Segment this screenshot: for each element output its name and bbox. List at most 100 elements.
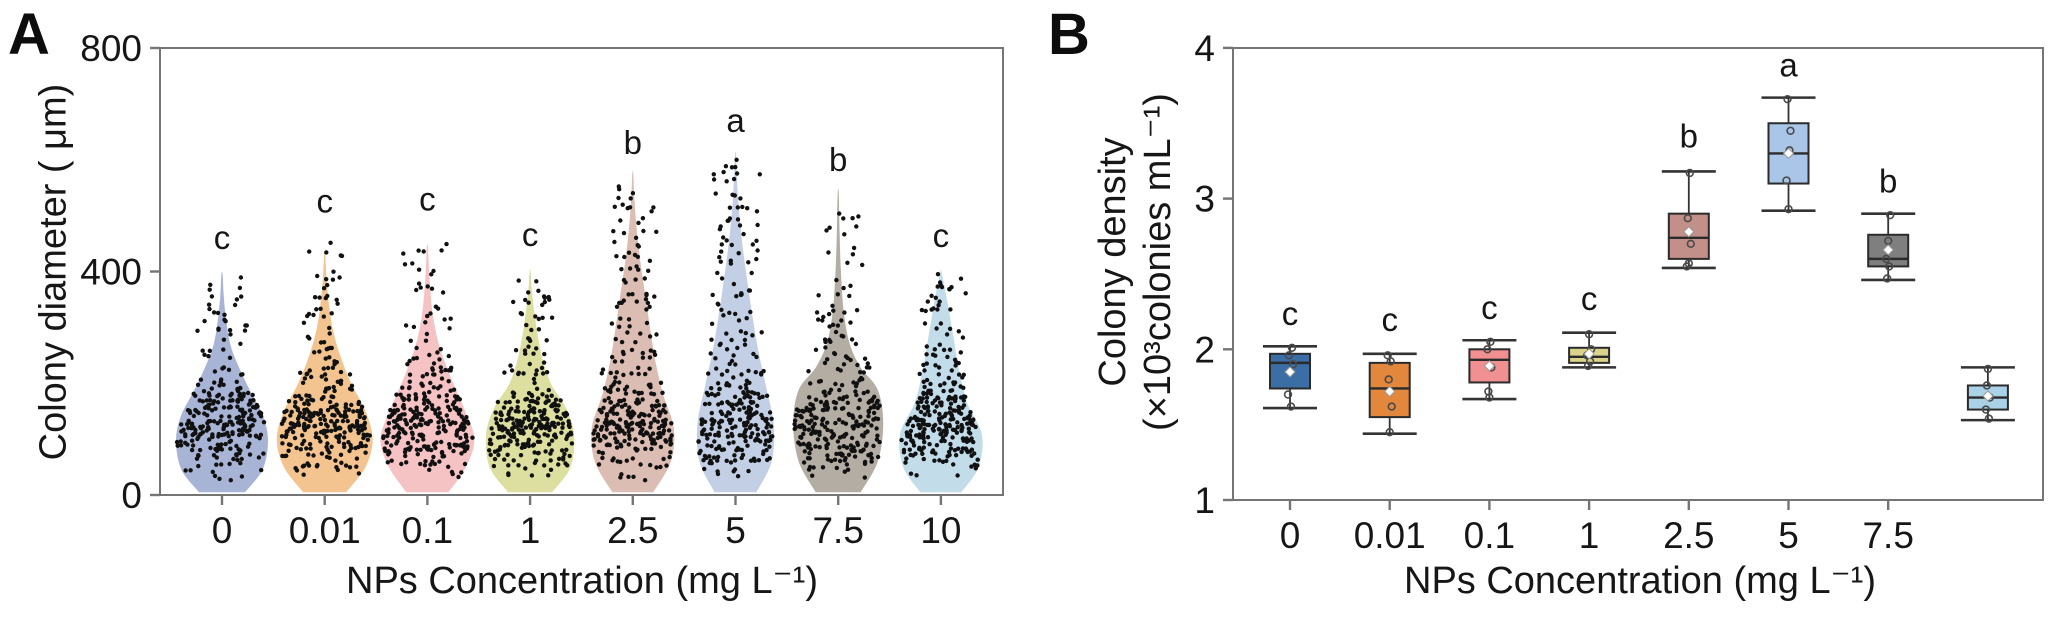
data-point [190, 443, 196, 448]
data-point [526, 300, 531, 305]
data-point [286, 448, 291, 453]
data-point [341, 441, 347, 447]
data-point [612, 204, 617, 209]
data-point [734, 294, 739, 299]
data-point [307, 393, 312, 399]
data-point [280, 441, 285, 446]
data-point [843, 421, 849, 426]
data-point [549, 315, 555, 320]
data-point [709, 321, 715, 326]
data-point [410, 436, 416, 441]
box-data-point [1384, 375, 1393, 384]
data-point [801, 441, 806, 447]
data-point [216, 434, 221, 439]
data-point [355, 408, 360, 414]
data-point [635, 397, 640, 402]
data-point [908, 471, 914, 476]
data-point [719, 249, 724, 254]
panel-b-x-tick-label: 7.5 [1862, 515, 1913, 556]
box-data-point [1583, 361, 1593, 371]
data-point [312, 424, 317, 429]
data-point [185, 408, 191, 413]
data-point [436, 425, 441, 430]
data-point [324, 250, 329, 255]
data-point [516, 278, 521, 283]
data-point [439, 376, 445, 381]
data-point [419, 416, 424, 422]
data-point [404, 420, 409, 426]
box-0.1 [1462, 337, 1517, 402]
data-point [849, 448, 855, 454]
data-point [614, 304, 620, 309]
data-point [212, 369, 218, 374]
data-point [564, 436, 569, 442]
data-point [934, 326, 939, 331]
data-point [528, 399, 533, 404]
panel-b-y-axis-title-line1: Colony density [1092, 137, 1135, 387]
data-point [412, 414, 417, 420]
data-point [844, 445, 850, 450]
data-point [464, 446, 470, 451]
data-point [700, 429, 705, 435]
data-point [198, 377, 204, 382]
data-point [327, 325, 332, 331]
data-point [953, 408, 958, 413]
data-point [647, 366, 652, 371]
data-point [602, 386, 608, 391]
data-point [323, 377, 329, 382]
data-point [208, 445, 213, 451]
data-point [329, 345, 334, 351]
data-point [726, 441, 732, 446]
data-point [532, 450, 537, 455]
data-point [545, 417, 550, 422]
data-point [747, 416, 752, 421]
data-point [448, 316, 453, 321]
data-point [741, 231, 746, 237]
data-point [215, 394, 220, 399]
data-point [849, 435, 855, 441]
data-point [414, 355, 419, 361]
data-point [813, 429, 819, 434]
data-point [856, 405, 861, 411]
data-point [921, 430, 926, 435]
data-point [564, 412, 570, 417]
data-point [865, 361, 870, 366]
data-point [359, 404, 365, 409]
data-point [842, 434, 847, 439]
data-point [451, 387, 457, 392]
data-point [928, 381, 933, 387]
data-point [301, 320, 307, 325]
data-point [961, 403, 967, 408]
data-point [298, 410, 303, 416]
data-point [608, 400, 613, 405]
data-point [958, 411, 964, 416]
data-point [917, 432, 922, 437]
data-point [644, 292, 649, 298]
data-point [709, 386, 714, 391]
data-point [556, 421, 561, 426]
data-point [875, 416, 881, 422]
data-point [202, 318, 207, 324]
data-point [511, 391, 517, 396]
data-point [715, 458, 720, 463]
data-point [643, 297, 649, 302]
data-point [441, 423, 447, 429]
data-point [261, 451, 266, 456]
data-point [548, 458, 553, 463]
data-point [656, 425, 662, 431]
data-point [516, 463, 521, 468]
data-point [731, 440, 736, 445]
data-point [200, 348, 205, 353]
data-point [532, 380, 537, 386]
data-point [938, 321, 944, 326]
data-point [427, 389, 432, 395]
box-data-point [1685, 168, 1695, 178]
data-point [927, 442, 932, 447]
data-point [425, 398, 430, 403]
data-point [444, 398, 449, 404]
data-point [731, 353, 736, 358]
data-point [238, 461, 243, 466]
data-point [527, 361, 532, 367]
data-point [801, 460, 807, 465]
data-point [362, 420, 368, 426]
